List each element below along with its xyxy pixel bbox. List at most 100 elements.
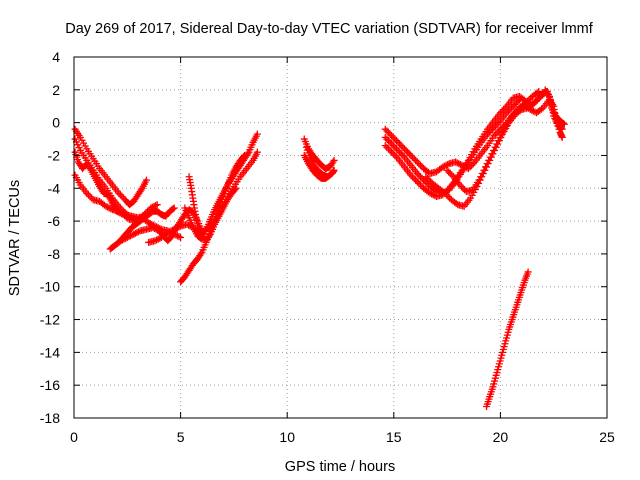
data-point: [120, 210, 128, 218]
data-point: [386, 147, 394, 155]
data-point: [123, 234, 131, 241]
data-point: [134, 228, 142, 236]
data-point: [504, 107, 512, 115]
data-point: [544, 91, 552, 99]
data-point: [183, 220, 191, 228]
data-point: [115, 189, 123, 197]
data-point: [381, 142, 389, 150]
data-point: [555, 125, 563, 133]
data-point: [384, 145, 392, 153]
data-point: [172, 224, 180, 232]
y-tick-label: -4: [48, 180, 61, 196]
data-point: [391, 151, 399, 159]
y-tick-label: 2: [52, 82, 60, 98]
data-series: [541, 86, 568, 128]
data-point: [526, 106, 534, 114]
y-tick-label: -12: [40, 312, 60, 328]
data-point: [86, 192, 94, 200]
data-series: [300, 151, 334, 182]
data-point: [391, 135, 399, 143]
data-point: [492, 130, 500, 138]
data-point: [177, 234, 185, 241]
data-point: [415, 160, 423, 168]
data-point: [83, 189, 91, 197]
data-point: [413, 158, 421, 166]
plot-frame: [73, 56, 608, 419]
data-point: [384, 128, 392, 136]
y-tick-label: -16: [40, 377, 60, 393]
data-point: [448, 171, 456, 179]
data-point: [175, 233, 183, 241]
data-point: [384, 137, 392, 145]
data-point: [116, 208, 124, 216]
data-point: [495, 119, 503, 127]
x-tick-label: 5: [177, 429, 185, 445]
data-point: [117, 237, 125, 245]
data-point: [493, 128, 501, 136]
data-point: [170, 204, 178, 212]
data-point: [102, 202, 110, 210]
data-point: [405, 150, 413, 158]
data-point: [485, 156, 493, 164]
data-point: [532, 97, 540, 105]
data-point: [149, 224, 157, 232]
data-point: [477, 173, 485, 181]
data-point: [397, 142, 405, 150]
data-point: [413, 170, 421, 178]
data-point: [122, 234, 130, 242]
data-point: [386, 130, 394, 138]
data-point: [391, 143, 399, 151]
data-point: [415, 171, 423, 179]
data-point: [464, 165, 472, 173]
data-point: [503, 109, 511, 117]
data-point: [443, 191, 451, 199]
data-point: [383, 127, 391, 135]
x-tick-label: 15: [386, 429, 402, 445]
data-point: [560, 120, 568, 128]
data-point: [480, 166, 488, 174]
data-point: [388, 132, 396, 140]
data-point: [115, 207, 123, 215]
data-point: [130, 230, 138, 238]
data-point: [443, 166, 451, 174]
data-point: [493, 140, 501, 148]
data-point: [402, 147, 410, 155]
data-series: [185, 148, 261, 237]
data-point: [175, 223, 183, 231]
data-point: [107, 205, 115, 213]
data-point: [461, 186, 469, 194]
data-point: [142, 176, 150, 184]
y-tick-label: -6: [48, 213, 61, 229]
data-point: [439, 163, 447, 171]
data-series: [181, 130, 261, 243]
y-tick-label: -14: [40, 344, 60, 360]
data-point: [330, 166, 338, 174]
data-point: [531, 99, 539, 107]
data-point: [105, 204, 113, 212]
x-tick-label: 25: [599, 429, 615, 445]
data-point: [326, 171, 334, 179]
data-point: [442, 161, 450, 169]
data-point: [125, 233, 133, 241]
data-point: [399, 143, 407, 151]
data-point: [325, 172, 333, 180]
data-point: [165, 228, 173, 236]
data-point: [455, 160, 463, 168]
data-point: [415, 179, 423, 187]
data-point: [500, 106, 508, 114]
data-point: [412, 156, 420, 164]
data-point: [475, 176, 483, 184]
x-tick-label: 10: [279, 429, 295, 445]
data-point: [412, 176, 420, 184]
data-point: [559, 119, 567, 127]
grid-lines: [74, 57, 607, 418]
data-point: [145, 219, 153, 227]
data-point: [153, 236, 161, 244]
data-point: [84, 191, 92, 199]
data-point: [456, 181, 464, 189]
data-point: [86, 165, 94, 173]
data-point: [389, 150, 397, 158]
data-point: [410, 174, 418, 182]
data-point: [426, 189, 434, 197]
data-point: [170, 225, 178, 233]
